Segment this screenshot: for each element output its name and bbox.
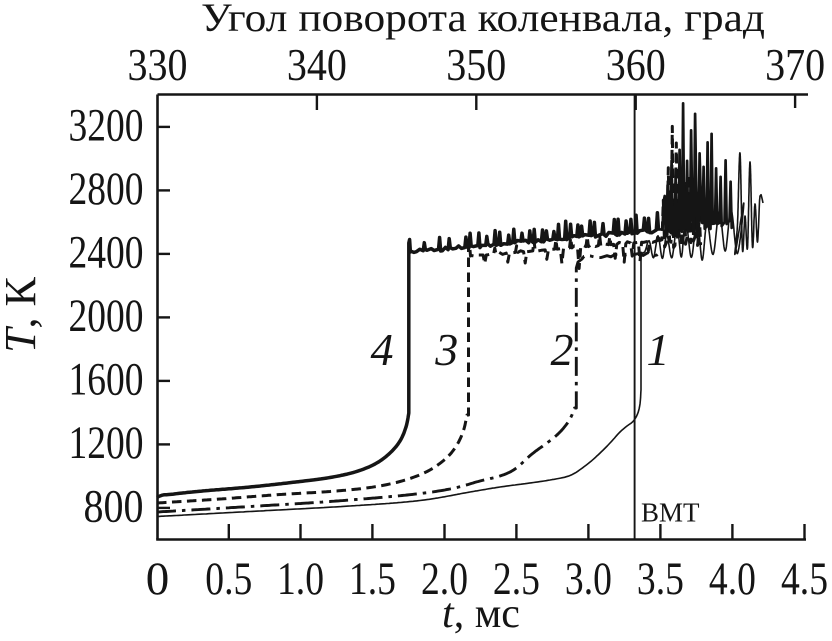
svg-text:0.5: 0.5	[205, 553, 252, 605]
svg-text:350: 350	[446, 39, 506, 90]
svg-text:360: 360	[606, 39, 666, 90]
svg-text:t, мс: t, мс	[442, 591, 520, 637]
svg-text:370: 370	[765, 39, 825, 90]
svg-text:2400: 2400	[69, 227, 144, 279]
svg-text:0: 0	[146, 553, 170, 605]
svg-text:2: 2	[551, 324, 574, 375]
svg-text:3: 3	[434, 324, 458, 375]
svg-text:4: 4	[371, 324, 394, 375]
svg-text:330: 330	[128, 39, 188, 90]
svg-text:T, К: T, К	[0, 276, 45, 352]
svg-text:1600: 1600	[69, 354, 144, 406]
svg-text:2000: 2000	[69, 290, 144, 342]
svg-text:1: 1	[647, 324, 670, 375]
svg-text:3200: 3200	[69, 100, 144, 152]
svg-text:ВМТ: ВМТ	[641, 498, 700, 528]
svg-text:3.0: 3.0	[565, 553, 612, 605]
svg-text:1200: 1200	[69, 417, 144, 469]
svg-text:2800: 2800	[69, 163, 144, 215]
svg-text:1.5: 1.5	[349, 553, 396, 605]
svg-text:Угол поворота коленвала, град: Угол поворота коленвала, град	[201, 0, 765, 40]
svg-text:3.5: 3.5	[637, 553, 684, 605]
svg-text:800: 800	[84, 481, 144, 533]
svg-text:2.0: 2.0	[421, 553, 468, 605]
svg-text:2.5: 2.5	[493, 553, 540, 605]
svg-text:1.0: 1.0	[277, 553, 324, 605]
svg-text:4.0: 4.0	[709, 553, 756, 605]
svg-text:4.5: 4.5	[781, 553, 828, 605]
svg-text:340: 340	[287, 39, 347, 90]
